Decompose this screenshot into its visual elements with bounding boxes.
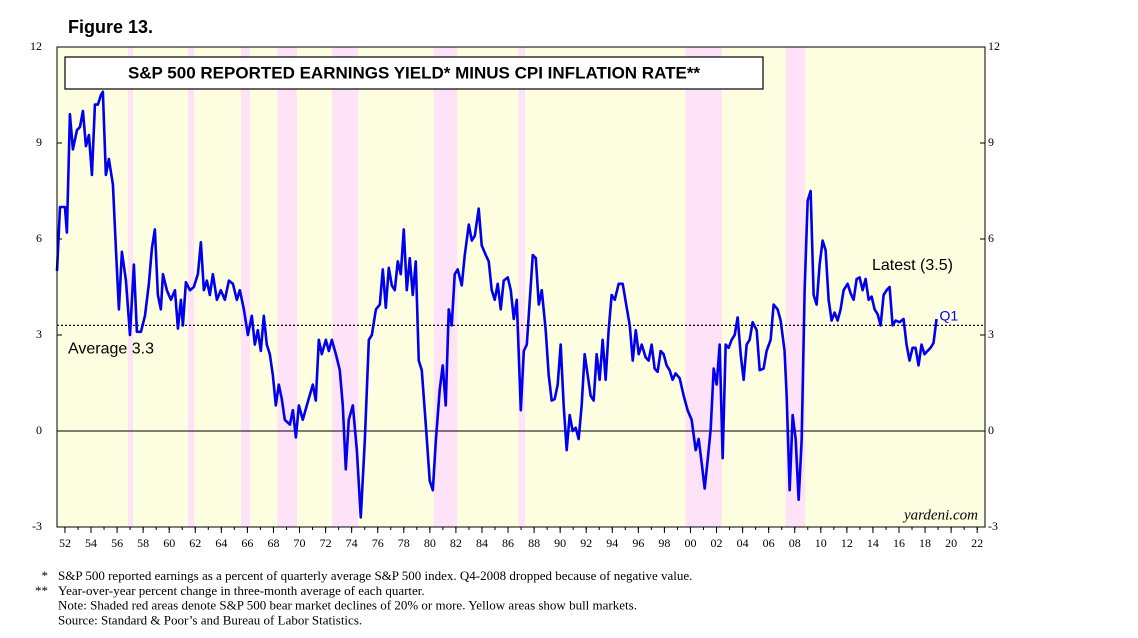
x-tick-label: 56 xyxy=(111,536,123,550)
y-tick-label: 6 xyxy=(36,231,42,245)
y-tick-label: 0 xyxy=(36,423,42,437)
series-line xyxy=(55,90,938,519)
bear-market-band xyxy=(240,47,251,527)
y-tick-label: -3 xyxy=(32,519,42,533)
y-tick-label: 0 xyxy=(988,423,994,437)
x-tick-label: 00 xyxy=(684,536,696,550)
x-tick-label: 92 xyxy=(580,536,592,550)
latest-label: Latest (3.5) xyxy=(872,257,953,274)
x-tick-label: 20 xyxy=(945,536,957,550)
x-tick-label: 72 xyxy=(320,536,332,550)
x-tick-label: 16 xyxy=(893,536,905,550)
y-tick-label: 3 xyxy=(988,327,994,341)
bear-market-band xyxy=(785,47,806,527)
x-tick-label: 60 xyxy=(163,536,175,550)
y-tick-label: 6 xyxy=(988,231,994,245)
x-tick-label: 94 xyxy=(606,536,618,550)
x-tick-label: 12 xyxy=(841,536,853,550)
latest-period: Q1 xyxy=(940,308,959,324)
footnote-marker: ** xyxy=(35,583,48,598)
bear-market-band xyxy=(518,47,525,527)
plot-frame xyxy=(56,46,986,528)
chart-title: S&P 500 REPORTED EARNINGS YIELD* MINUS C… xyxy=(128,63,700,82)
x-tick-label: 68 xyxy=(267,536,279,550)
x-tick-label: 14 xyxy=(867,536,879,550)
footnote: S&P 500 reported earnings as a percent o… xyxy=(58,568,692,583)
y-tick-label: -3 xyxy=(988,519,998,533)
x-tick-label: 54 xyxy=(85,536,97,550)
y-tick-label: 3 xyxy=(36,327,42,341)
average-label: Average 3.3 xyxy=(68,341,154,358)
x-tick-label: 90 xyxy=(554,536,566,550)
x-tick-label: 18 xyxy=(919,536,931,550)
x-tick-label: 02 xyxy=(711,536,723,550)
source-mark: yardeni.com xyxy=(902,507,978,523)
figure-label: Figure 13. xyxy=(68,17,153,37)
x-tick-label: 76 xyxy=(372,536,384,550)
footnote: Source: Standard & Poor’s and Bureau of … xyxy=(58,612,362,627)
title-box xyxy=(64,56,764,90)
x-tick-label: 98 xyxy=(658,536,670,550)
x-tick-label: 78 xyxy=(398,536,410,550)
y-tick-label: 12 xyxy=(988,39,1000,53)
y-tick-label: 9 xyxy=(36,135,42,149)
x-tick-label: 86 xyxy=(502,536,514,550)
x-tick-label: 62 xyxy=(189,536,201,550)
x-tick-label: 80 xyxy=(424,536,436,550)
x-tick-label: 08 xyxy=(789,536,801,550)
bear-market-band xyxy=(127,47,133,527)
x-tick-label: 52 xyxy=(59,536,71,550)
x-tick-label: 64 xyxy=(215,536,227,550)
footnote: Year-over-year percent change in three-m… xyxy=(58,583,425,598)
x-tick-label: 22 xyxy=(971,536,983,550)
x-tick-label: 88 xyxy=(528,536,540,550)
x-tick-label: 10 xyxy=(815,536,827,550)
x-tick-label: 84 xyxy=(476,536,488,550)
bear-market-band xyxy=(187,47,194,527)
x-tick-label: 74 xyxy=(346,536,358,550)
y-tick-label: 12 xyxy=(30,39,42,53)
y-tick-label: 9 xyxy=(988,135,994,149)
bear-market-band xyxy=(277,47,297,527)
x-tick-label: 82 xyxy=(450,536,462,550)
x-tick-label: 66 xyxy=(241,536,253,550)
x-tick-label: 96 xyxy=(632,536,644,550)
bear-market-band xyxy=(685,47,722,527)
x-tick-label: 70 xyxy=(294,536,306,550)
footnote: Note: Shaded red areas denote S&P 500 be… xyxy=(58,598,637,613)
x-tick-label: 04 xyxy=(737,536,749,550)
x-tick-label: 06 xyxy=(763,536,775,550)
x-tick-label: 58 xyxy=(137,536,149,550)
footnote-marker: * xyxy=(42,568,49,583)
